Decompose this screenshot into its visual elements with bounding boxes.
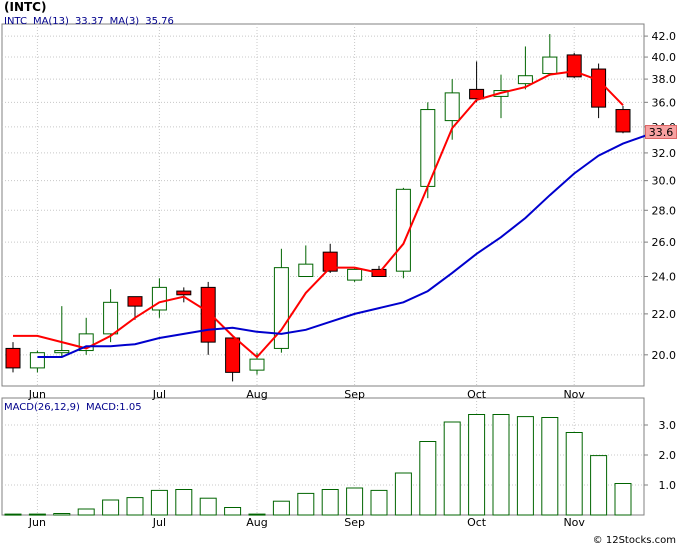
candle-up: [298, 263, 314, 278]
macd-bar: [590, 455, 608, 516]
candle-up: [395, 188, 411, 272]
price-y-tick-label: 36.0: [652, 96, 677, 109]
candle-up: [151, 286, 167, 311]
price-y-tick-label: 22.0: [652, 308, 677, 321]
macd-bar: [468, 414, 486, 516]
macd-bar: [199, 497, 217, 516]
macd-bar: [272, 500, 290, 516]
candle-down: [322, 251, 338, 272]
macd-bar: [28, 513, 46, 516]
macd-value: MACD:1.05: [85, 402, 142, 413]
price-y-tick-label: 26.0: [652, 236, 677, 249]
candle-up: [29, 352, 45, 369]
macd-bar: [346, 487, 364, 516]
macd-y-tick-label: 3.0: [659, 419, 677, 432]
price-x-tick-label: Nov: [563, 388, 585, 401]
price-x-tick-label: Jul: [152, 388, 166, 401]
legend-ma3-value: 35.76: [145, 16, 174, 27]
macd-bar: [419, 441, 437, 516]
price-panel: [1, 23, 645, 387]
price-y-tick-label: 42.0: [652, 30, 677, 43]
price-y-tick-label: 40.0: [652, 51, 677, 64]
macd-bar: [516, 416, 534, 516]
candle-down: [200, 286, 216, 343]
macd-bar: [394, 472, 412, 516]
price-x-tick-label: Sep: [344, 388, 365, 401]
macd-x-tick-label: Nov: [563, 516, 585, 529]
macd-bar: [248, 513, 266, 516]
macd-bar: [53, 513, 71, 516]
macd-x-tick-label: Jul: [152, 516, 166, 529]
candle-down: [469, 88, 485, 100]
legend-symbol: INTC: [4, 16, 27, 27]
macd-bar: [370, 489, 388, 516]
legend-ma13-value: 33.37: [74, 16, 104, 27]
macd-y-tick-label: 2.0: [659, 449, 677, 462]
candle-up: [517, 75, 533, 85]
macd-bar: [443, 421, 461, 516]
macd-bar: [541, 417, 559, 516]
price-legend: INTC MA(13) 33.37 MA(3) 35.76: [4, 16, 180, 27]
price-y-tick-label: 30.0: [652, 175, 677, 188]
candle-down: [615, 109, 631, 133]
macd-bar: [150, 489, 168, 516]
last-price-tag: 33.6: [645, 124, 677, 139]
candle-up: [347, 268, 363, 281]
ticker-title: (INTC): [4, 0, 47, 14]
macd-bar: [297, 492, 315, 516]
candle-up: [103, 301, 119, 335]
macd-y-tick-label: 1.0: [659, 479, 677, 492]
macd-x-tick-label: Oct: [467, 516, 487, 529]
candle-down: [127, 296, 143, 307]
price-y-tick-label: 24.0: [652, 271, 677, 284]
macd-bar: [102, 499, 120, 516]
candle-down: [176, 290, 192, 296]
price-x-tick-label: Jun: [28, 388, 46, 401]
ma13-line: [37, 133, 648, 358]
macd-bar: [492, 414, 510, 516]
macd-bar: [321, 489, 339, 516]
candle-up: [542, 56, 558, 74]
macd-bar: [126, 497, 144, 516]
candle-up: [444, 92, 460, 122]
macd-x-tick-label: Jun: [28, 516, 46, 529]
macd-legend: MACD(26,12,9) MACD:1.05: [4, 402, 148, 413]
macd-bar: [224, 507, 242, 516]
macd-label: MACD(26,12,9): [4, 402, 80, 413]
price-x-tick-label: Aug: [246, 388, 267, 401]
price-y-tick-label: 20.0: [652, 349, 677, 362]
macd-bar: [175, 489, 193, 516]
candle-up: [249, 358, 265, 371]
macd-x-tick-label: Sep: [344, 516, 365, 529]
price-y-tick-label: 38.0: [652, 73, 677, 86]
candle-down: [5, 347, 21, 369]
macd-x-tick-label: Aug: [246, 516, 267, 529]
candle-down: [591, 68, 607, 108]
legend-ma3-label: MA(3): [109, 16, 140, 27]
candle-down: [225, 337, 241, 373]
legend-ma13-label: MA(13): [32, 16, 69, 27]
candle-up: [273, 267, 289, 349]
macd-bar: [77, 508, 95, 516]
price-y-tick-label: 32.0: [652, 147, 677, 160]
price-x-tick-label: Oct: [467, 388, 487, 401]
macd-bar: [614, 483, 632, 516]
candle-up: [54, 350, 70, 354]
ma3-line: [13, 70, 624, 359]
macd-bar: [4, 513, 22, 516]
watermark: © 12Stocks.com: [592, 535, 676, 546]
price-y-tick-label: 28.0: [652, 204, 677, 217]
macd-bar: [565, 432, 583, 516]
